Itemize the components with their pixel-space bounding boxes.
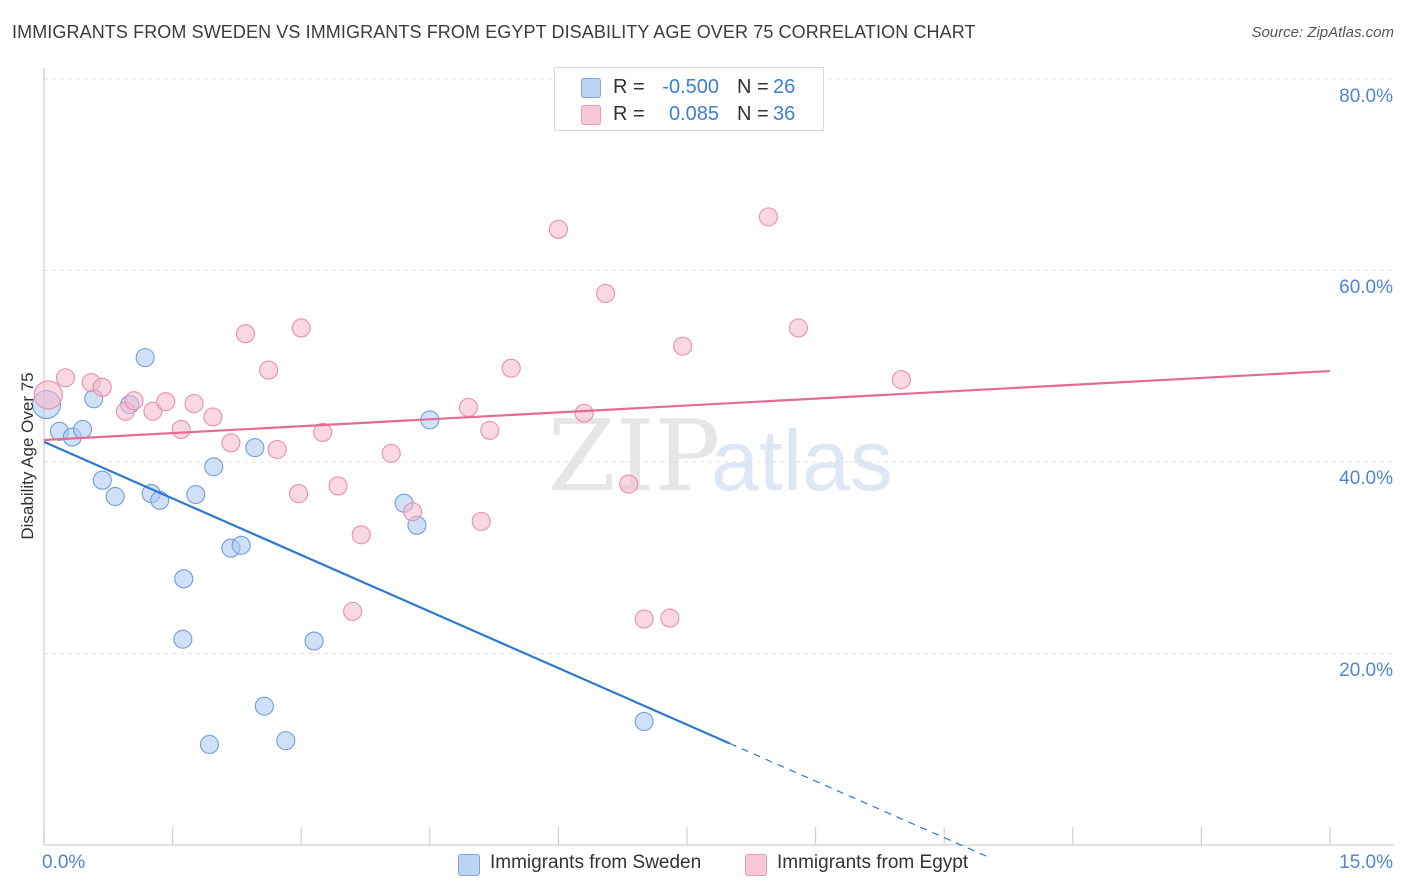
egypt-point-34 [758,207,778,227]
egypt-point-32 [660,608,680,628]
egypt-point-23 [458,397,478,417]
sweden-point-15 [204,457,224,477]
series-legend: Immigrants from Sweden Immigrants from E… [0,852,1406,878]
egypt-point-20 [343,601,363,621]
y-tick-label-40: 40.0% [1339,468,1393,489]
egypt-point-13 [259,360,279,380]
sweden-point-20 [276,731,296,751]
egypt-point-36 [891,370,911,390]
sweden-n-value: 26 [773,76,796,98]
egypt-r-value: 0.085 [668,103,719,125]
egypt-point-26 [501,358,521,378]
axes [43,68,1394,846]
sweden-point-6 [105,486,125,507]
sweden-point-21 [304,631,324,651]
egypt-point-7 [156,392,176,412]
watermark-zip: ZIP [548,400,721,514]
egypt-legend-label: Immigrants from Egypt [777,852,969,873]
egypt-point-14 [267,440,287,460]
egypt-point-10 [203,407,223,427]
egypt-point-5 [124,391,144,411]
n-label: N = [737,103,769,125]
sweden-point-18 [245,438,265,458]
egypt-point-35 [788,318,809,338]
egypt-point-18 [328,476,348,496]
egypt-point-33 [673,336,693,356]
egypt-point-22 [403,502,423,522]
y-tick-label-80: 80.0% [1339,86,1393,107]
chart-title: IMMIGRANTS FROM SWEDEN VS IMMIGRANTS FRO… [12,22,976,42]
sweden-point-11 [173,629,193,649]
egypt-trend-line [43,369,1331,442]
egypt-point-25 [480,420,500,440]
sweden-point-3 [73,419,93,439]
egypt-point-30 [619,474,639,494]
r-label: R = [613,103,645,125]
egypt-swatch [581,105,601,125]
egypt-n-value: 36 [773,103,796,125]
egypt-point-29 [596,283,616,304]
y-axis-label: Disability Age Over 75 [18,372,37,540]
watermark-atlas: atlas [711,413,893,509]
y-tick-label-20: 20.0% [1339,660,1393,681]
egypt-point-11 [221,433,241,453]
egypt-point-9 [184,394,204,414]
egypt-point-31 [634,609,654,629]
egypt-point-27 [548,219,568,239]
egypt-point-24 [471,511,491,531]
sweden-point-5 [92,470,112,490]
egypt-point-8 [171,419,191,439]
sweden-point-19 [254,696,274,716]
chart-source: Source: ZipAtlas.com [1251,24,1394,41]
r-label: R = [613,76,645,98]
sweden-point-14 [199,734,220,755]
egypt-point-28 [574,403,594,423]
n-label: N = [737,76,769,98]
y-tick-label-60: 60.0% [1339,277,1393,298]
egypt-point-15 [289,484,309,504]
egypt-point-17 [313,422,333,442]
sweden-trend-extension [729,742,988,858]
watermark: ZIP atlas [548,400,893,514]
series-sweden-points [32,348,654,755]
sweden-point-8 [135,348,155,368]
sweden-point-25 [634,711,654,732]
egypt-point-12 [235,324,256,344]
stats-legend: R = -0.500 N = 26 R = 0.085 N = 36 [554,67,824,131]
egypt-point-3 [92,377,112,397]
sweden-point-10 [150,490,170,510]
x-tick-label-max: 15.0% [1339,852,1393,873]
egypt-point-19 [351,525,371,545]
sweden-swatch [581,78,601,98]
egypt-legend-swatch [745,854,767,876]
egypt-point-0 [33,380,63,410]
sweden-point-13 [186,485,206,505]
egypt-point-1 [55,368,75,388]
x-tick-label-min: 0.0% [42,852,86,873]
sweden-trend-line [43,440,731,745]
sweden-legend-label: Immigrants from Sweden [490,852,702,873]
egypt-point-21 [381,443,401,463]
egypt-point-16 [291,318,311,338]
series-egypt-points [33,207,911,629]
gridlines [44,78,1394,654]
trend-lines [43,369,1331,858]
sweden-r-value: -0.500 [662,76,719,98]
egypt-point-6 [143,401,163,421]
sweden-legend-swatch [458,854,480,876]
sweden-point-17 [231,535,251,555]
sweden-point-12 [174,569,194,589]
